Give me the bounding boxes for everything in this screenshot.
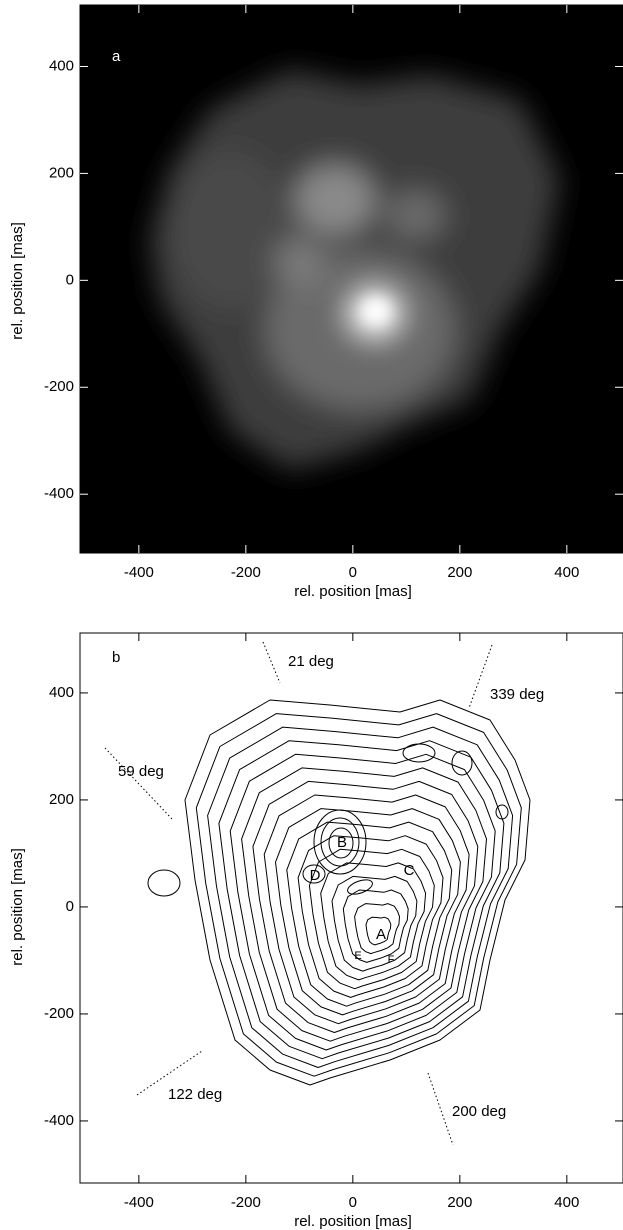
contour-line [184,699,531,1086]
y-tick-label: 200 [49,164,74,181]
contour-line [297,835,444,998]
y-tick-label: -400 [44,1112,74,1129]
component-label: B [337,834,347,851]
contour-line [275,808,461,1016]
angle-label: 200 deg [452,1103,506,1120]
component-label: D [310,867,321,884]
y-tick-label: 0 [66,271,74,288]
contour-line [354,903,400,955]
x-tick-label: 200 [447,564,472,581]
y-tick-label: -200 [44,1005,74,1022]
contour-line [331,875,418,972]
contour-line [286,821,453,1007]
panel-label: a [112,48,121,65]
plot-frame [79,632,623,1184]
component-label: C [404,862,415,879]
x-tick-label: 0 [349,1194,357,1211]
angle-label: 59 deg [118,763,164,780]
panel-label: b [112,649,120,666]
contour-line [241,767,487,1042]
y-tick-label: 0 [66,898,74,915]
y-axis-label: rel. position [mas] [9,848,26,966]
y-tick-label: -200 [44,378,74,395]
angle-label: 122 deg [168,1086,222,1103]
contour-line [263,794,470,1025]
plot-frame [79,4,623,554]
y-axis-label: rel. position [mas] [9,222,26,340]
contour-line [195,713,522,1077]
y-tick-label: -400 [44,485,74,502]
contour-line [207,726,514,1068]
x-tick-label: -400 [124,564,154,581]
component-label: E [354,950,361,962]
angle-line [427,1072,454,1146]
x-tick-label: 0 [349,564,357,581]
contour-islands [147,743,509,897]
contours [184,699,531,1086]
x-tick-label: 400 [554,1194,579,1211]
angle-line [262,641,281,684]
x-axis-label: rel. position [mas] [294,583,412,600]
contour-line [365,916,392,946]
contour-line [252,780,479,1033]
x-tick-label: -200 [231,564,261,581]
contour-line [229,753,496,1051]
angle-line [468,644,493,709]
contour-line [342,889,409,963]
image [150,70,560,470]
y-tick-label: 400 [49,57,74,74]
component-label: F [388,954,395,966]
component-label: A [376,926,386,943]
angle-label: 339 deg [490,686,544,703]
y-tick-label: 400 [49,684,74,701]
angle-line [104,747,173,820]
angle-line [136,1050,203,1096]
contour-line [320,862,427,981]
contour-line [308,848,435,990]
x-tick-label: -200 [231,1194,261,1211]
x-tick-label: 200 [447,1194,472,1211]
contour-line [218,740,505,1060]
x-axis-label: rel. position [mas] [294,1213,412,1230]
y-tick-label: 200 [49,791,74,808]
x-tick-label: -400 [124,1194,154,1211]
x-tick-label: 400 [554,564,579,581]
angle-label: 21 deg [288,653,334,670]
